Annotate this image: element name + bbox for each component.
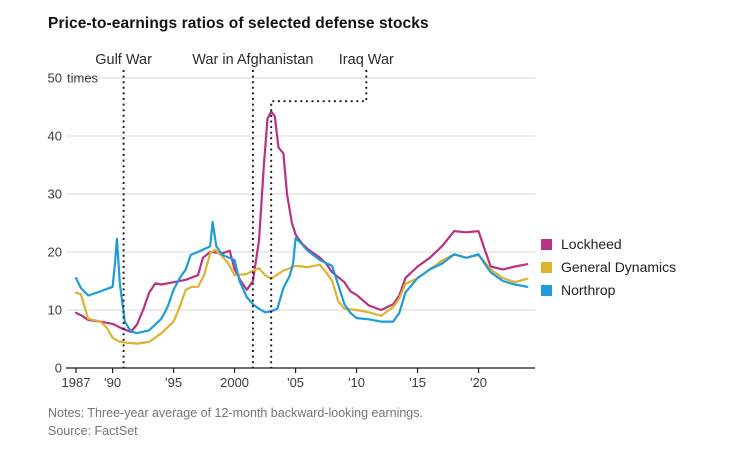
legend-label-lockheed: Lockheed — [561, 236, 622, 252]
annotation-war-in-afghanistan-label: War in Afghanistan — [192, 52, 313, 68]
x-axis-label: '90 — [104, 375, 121, 390]
x-axis-label: 2000 — [220, 375, 249, 390]
annotation-gulf-war-label: Gulf War — [95, 52, 152, 68]
y-axis-label: 50 — [48, 71, 62, 86]
y-axis-unit-label: times — [67, 71, 99, 86]
y-axis-label: 0 — [55, 361, 62, 376]
x-axis-label: '95 — [165, 375, 182, 390]
series-northrop-line — [74, 220, 529, 335]
chart-footnotes: Notes: Three-year average of 12-month ba… — [48, 404, 423, 440]
chart-notes: Notes: Three-year average of 12-month ba… — [48, 406, 423, 420]
series-general-dynamics-line — [74, 248, 529, 345]
annotation-iraq-war-label: Iraq War — [339, 52, 394, 68]
chart-title: Price-to-earnings ratios of selected def… — [48, 15, 429, 32]
legend-swatch-lockheed — [541, 238, 552, 250]
y-axis-label: 10 — [48, 303, 62, 318]
x-axis-label: '20 — [470, 375, 487, 390]
x-axis-label: '05 — [287, 375, 304, 390]
x-axis-label: '15 — [409, 375, 426, 390]
x-axis-label: 1987 — [62, 375, 91, 390]
y-axis-label: 40 — [48, 129, 62, 144]
legend-label-northrop: Northrop — [561, 282, 616, 298]
y-axis-label: 20 — [48, 245, 62, 260]
legend-label-general-dynamics: General Dynamics — [561, 259, 677, 275]
y-axis-label: 30 — [48, 187, 62, 202]
legend-swatch-northrop — [541, 284, 552, 296]
legend: Lockheed General Dynamics Northrop — [541, 236, 676, 298]
x-axis-label: '10 — [348, 375, 365, 390]
annotation-iraq-war-line — [270, 70, 368, 368]
legend-swatch-general-dynamics — [541, 261, 552, 273]
legend-item-lockheed: Lockheed — [541, 236, 676, 252]
legend-item-northrop: Northrop — [541, 282, 676, 298]
series-lockheed-line — [74, 110, 529, 334]
legend-item-general-dynamics: General Dynamics — [541, 259, 676, 275]
chart-source: Source: FactSet — [48, 424, 138, 439]
